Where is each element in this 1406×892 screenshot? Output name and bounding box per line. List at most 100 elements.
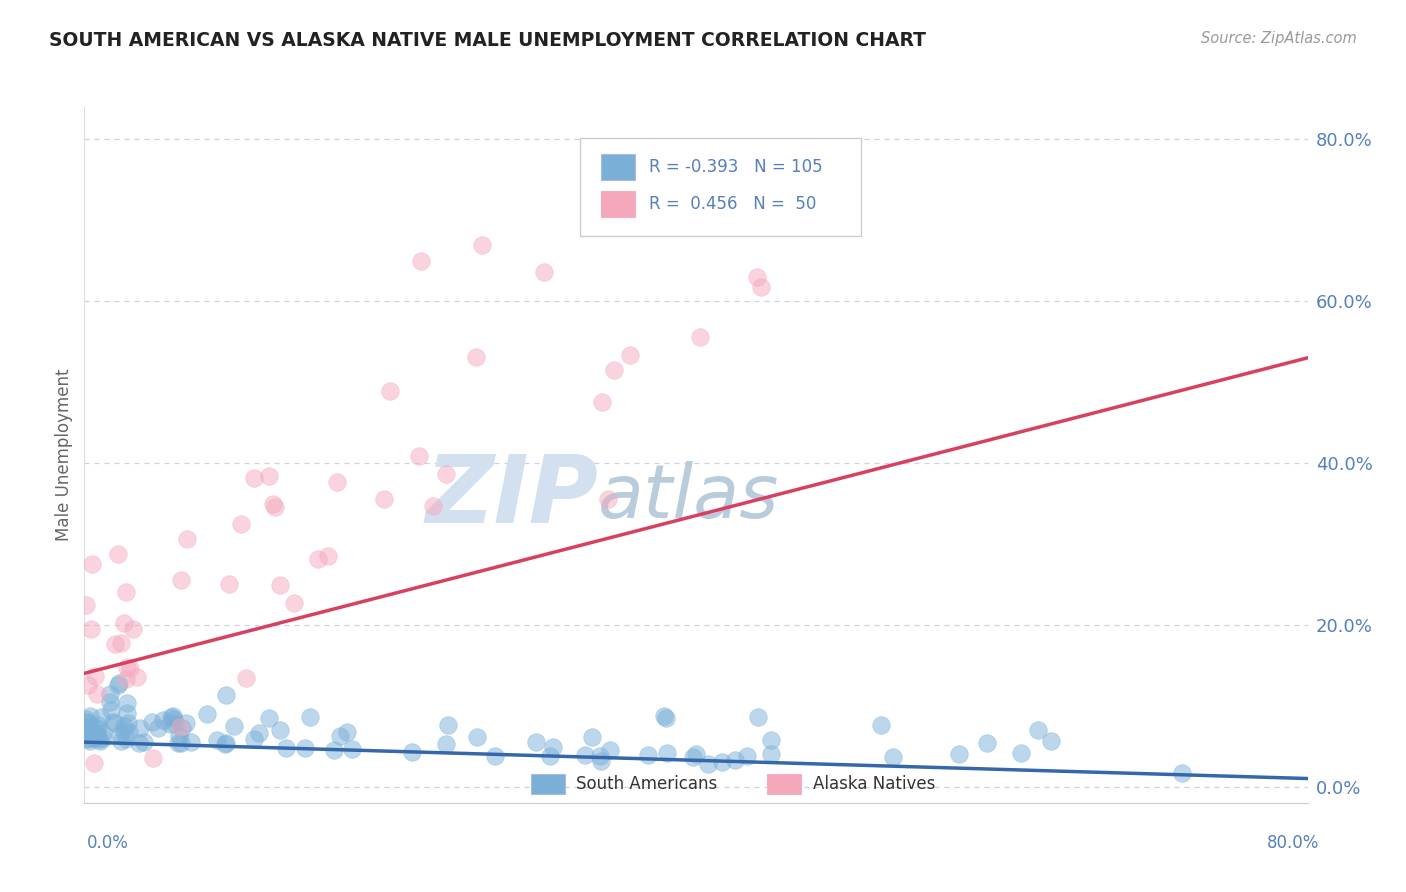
Point xyxy=(533,264,555,278)
Point xyxy=(100,702,122,716)
Point xyxy=(163,716,186,731)
Point xyxy=(167,730,190,744)
Point xyxy=(91,731,114,745)
Point xyxy=(128,736,150,750)
Point xyxy=(264,500,287,515)
Point xyxy=(591,754,613,768)
Point xyxy=(132,735,155,749)
Point xyxy=(80,622,103,636)
Point xyxy=(75,723,97,737)
Point xyxy=(101,714,124,729)
Point xyxy=(115,706,138,721)
Point xyxy=(170,573,193,587)
Point xyxy=(86,721,108,735)
Point xyxy=(380,384,402,399)
Point xyxy=(269,577,291,591)
Point xyxy=(80,557,103,571)
Text: Source: ZipAtlas.com: Source: ZipAtlas.com xyxy=(1201,31,1357,46)
Point xyxy=(87,718,110,732)
Point xyxy=(180,735,202,749)
Point xyxy=(89,734,111,748)
Point xyxy=(685,747,707,761)
Point xyxy=(655,711,678,725)
Point xyxy=(484,749,506,764)
Point xyxy=(247,726,270,740)
Point xyxy=(437,718,460,732)
Text: atlas: atlas xyxy=(598,460,779,533)
Point xyxy=(689,330,711,344)
Point xyxy=(163,712,186,726)
Point xyxy=(471,237,494,252)
Point xyxy=(98,687,121,701)
Point xyxy=(1026,723,1049,737)
Point xyxy=(948,747,970,761)
Point xyxy=(340,741,363,756)
Point xyxy=(434,737,457,751)
Point xyxy=(176,533,198,547)
Point xyxy=(142,751,165,765)
Point xyxy=(104,637,127,651)
Point xyxy=(747,269,769,284)
Point xyxy=(108,676,131,690)
Point xyxy=(243,732,266,747)
Point xyxy=(86,687,108,701)
Text: 0.0%: 0.0% xyxy=(87,834,129,852)
Text: ZIP: ZIP xyxy=(425,450,598,542)
Point xyxy=(75,598,97,612)
Point xyxy=(806,193,828,207)
FancyBboxPatch shape xyxy=(766,773,801,795)
Point xyxy=(682,750,704,764)
Text: South Americans: South Americans xyxy=(576,775,717,793)
Point xyxy=(83,669,105,683)
Point xyxy=(724,753,747,767)
FancyBboxPatch shape xyxy=(531,773,565,795)
Point xyxy=(711,755,734,769)
Point xyxy=(759,747,782,762)
Point xyxy=(408,450,430,464)
Point xyxy=(90,710,112,724)
Point xyxy=(1010,747,1032,761)
Point xyxy=(422,499,444,513)
Point xyxy=(86,726,108,740)
Point xyxy=(307,551,329,566)
Point xyxy=(108,727,131,741)
Point xyxy=(98,695,121,709)
Point xyxy=(215,736,238,750)
Point xyxy=(176,716,198,731)
Point xyxy=(336,724,359,739)
Point xyxy=(117,715,139,730)
Point xyxy=(326,475,349,489)
Point xyxy=(159,710,181,724)
Point xyxy=(323,743,346,757)
Point xyxy=(598,491,620,506)
Point xyxy=(128,721,150,735)
Point xyxy=(118,661,141,675)
Point xyxy=(79,709,101,723)
FancyBboxPatch shape xyxy=(600,191,636,217)
Point xyxy=(76,728,98,742)
Point xyxy=(655,746,678,760)
Point xyxy=(112,719,135,733)
Point xyxy=(77,716,100,731)
Point xyxy=(112,615,135,630)
Point xyxy=(79,718,101,732)
Point xyxy=(152,713,174,727)
Point xyxy=(114,673,136,687)
Text: 80.0%: 80.0% xyxy=(1267,834,1319,852)
Point xyxy=(214,737,236,751)
Point xyxy=(637,747,659,762)
Y-axis label: Male Unemployment: Male Unemployment xyxy=(55,368,73,541)
Point xyxy=(316,549,339,564)
Point xyxy=(464,350,486,364)
Point xyxy=(294,741,316,756)
Point xyxy=(107,677,129,691)
Point xyxy=(169,720,191,734)
Point xyxy=(619,348,641,362)
FancyBboxPatch shape xyxy=(600,153,636,180)
Point xyxy=(751,280,773,294)
Point xyxy=(538,748,561,763)
Point xyxy=(162,709,184,723)
Point xyxy=(107,547,129,561)
Point xyxy=(401,746,423,760)
Point xyxy=(257,711,280,725)
